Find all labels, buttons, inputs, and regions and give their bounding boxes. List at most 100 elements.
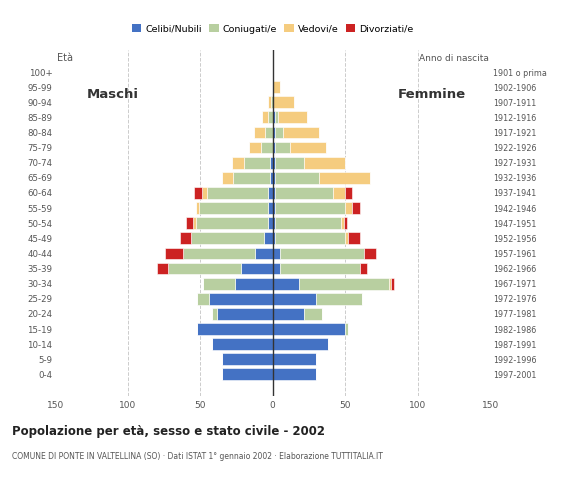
Bar — [273, 248, 280, 259]
Text: Età: Età — [56, 53, 72, 63]
Bar — [276, 127, 282, 138]
Bar — [268, 96, 271, 108]
Bar — [183, 248, 255, 259]
Bar — [180, 232, 191, 244]
Bar — [195, 202, 198, 214]
Bar — [319, 172, 369, 184]
Bar — [222, 172, 233, 184]
Bar — [345, 187, 352, 199]
Bar — [212, 308, 218, 320]
Bar — [343, 217, 346, 229]
Bar — [191, 232, 264, 244]
Bar — [212, 338, 273, 350]
Bar — [273, 308, 304, 320]
Bar — [276, 217, 340, 229]
Bar — [255, 248, 273, 259]
Bar — [268, 111, 273, 123]
Bar — [273, 338, 328, 350]
Bar — [232, 157, 244, 168]
Bar — [276, 157, 304, 168]
Bar — [193, 217, 195, 229]
Text: COMUNE DI PONTE IN VALTELLINA (SO) · Dati ISTAT 1° gennaio 2002 · Elaborazione T: COMUNE DI PONTE IN VALTELLINA (SO) · Dat… — [12, 452, 382, 461]
Bar — [276, 111, 278, 123]
Bar — [282, 127, 319, 138]
Bar — [273, 202, 275, 214]
Bar — [280, 248, 364, 259]
Bar — [264, 232, 273, 244]
Bar — [235, 278, 273, 289]
Bar — [334, 187, 345, 199]
Bar — [207, 187, 268, 199]
Bar — [348, 232, 360, 244]
Bar — [273, 81, 280, 93]
Bar — [360, 263, 367, 275]
Bar — [201, 187, 207, 199]
Bar — [273, 278, 299, 289]
Bar — [273, 263, 280, 275]
Bar — [273, 323, 345, 335]
Bar — [268, 202, 273, 214]
Bar — [299, 278, 389, 289]
Bar — [268, 217, 273, 229]
Bar — [241, 263, 273, 275]
Bar — [233, 172, 270, 184]
Bar — [276, 202, 345, 214]
Bar — [244, 157, 270, 168]
Bar — [273, 293, 316, 305]
Text: Anno di nascita: Anno di nascita — [419, 54, 488, 63]
Bar — [304, 308, 322, 320]
Bar — [253, 127, 265, 138]
Bar — [270, 172, 273, 184]
Bar — [218, 308, 273, 320]
Bar — [278, 111, 307, 123]
Bar — [209, 293, 273, 305]
Bar — [392, 278, 394, 289]
Bar — [273, 232, 275, 244]
Bar — [345, 202, 352, 214]
Bar — [273, 142, 275, 154]
Bar — [345, 232, 348, 244]
Bar — [273, 369, 316, 380]
Bar — [273, 187, 275, 199]
Bar — [165, 248, 183, 259]
Bar — [364, 248, 376, 259]
Bar — [195, 217, 268, 229]
Bar — [273, 96, 294, 108]
Bar — [271, 96, 273, 108]
Bar — [276, 172, 319, 184]
Text: Femmine: Femmine — [398, 88, 466, 101]
Bar — [280, 263, 360, 275]
Bar — [352, 202, 360, 214]
Bar — [340, 217, 343, 229]
Bar — [186, 217, 193, 229]
Text: Maschi: Maschi — [87, 88, 139, 101]
Bar — [261, 142, 273, 154]
Bar — [268, 187, 273, 199]
Bar — [389, 278, 392, 289]
Bar — [276, 142, 290, 154]
Bar — [265, 127, 273, 138]
Bar — [273, 217, 275, 229]
Bar — [262, 111, 268, 123]
Bar — [197, 293, 209, 305]
Bar — [168, 263, 241, 275]
Bar — [194, 187, 201, 199]
Bar — [304, 157, 345, 168]
Bar — [273, 111, 275, 123]
Text: Popolazione per età, sesso e stato civile - 2002: Popolazione per età, sesso e stato civil… — [12, 425, 325, 438]
Bar — [273, 172, 275, 184]
Bar — [316, 293, 362, 305]
Bar — [276, 187, 334, 199]
Bar — [157, 263, 168, 275]
Bar — [249, 142, 261, 154]
Bar — [222, 353, 273, 365]
Bar — [203, 278, 235, 289]
Bar — [197, 323, 273, 335]
Bar — [273, 127, 275, 138]
Legend: Celibi/Nubili, Coniugati/e, Vedovi/e, Divorziati/e: Celibi/Nubili, Coniugati/e, Vedovi/e, Di… — [128, 21, 417, 37]
Bar — [273, 353, 316, 365]
Bar — [222, 369, 273, 380]
Bar — [290, 142, 326, 154]
Bar — [273, 157, 275, 168]
Bar — [276, 232, 345, 244]
